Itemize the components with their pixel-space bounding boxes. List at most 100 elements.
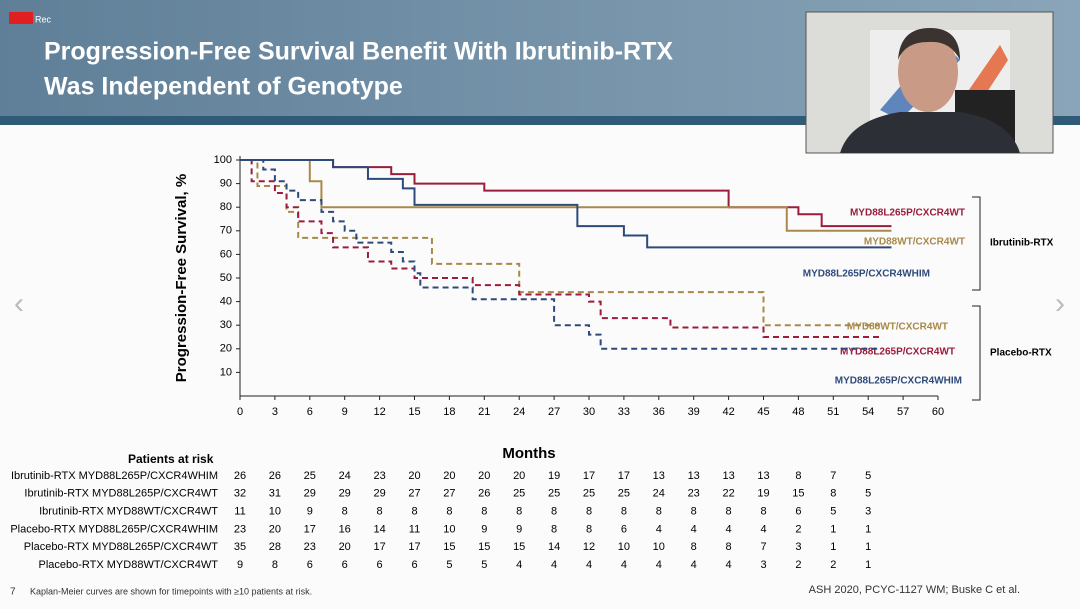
y-tick-label: 60 [220, 248, 232, 260]
risk-value: 15 [478, 541, 490, 553]
risk-value: 4 [516, 559, 522, 571]
risk-value: 4 [551, 559, 557, 571]
risk-value: 8 [760, 506, 766, 518]
risk-value: 4 [691, 523, 697, 535]
risk-value: 17 [408, 541, 420, 553]
risk-value: 4 [760, 523, 766, 535]
risk-value: 13 [688, 470, 700, 482]
risk-value: 1 [865, 541, 871, 553]
citation: ASH 2020, PCYC-1127 WM; Buske C et al. [809, 584, 1020, 596]
risk-value: 9 [516, 523, 522, 535]
risk-value: 23 [688, 488, 700, 500]
risk-value: 15 [513, 541, 525, 553]
risk-value: 9 [481, 523, 487, 535]
x-tick-label: 45 [757, 406, 769, 418]
risk-value: 11 [409, 523, 420, 535]
risk-value: 29 [304, 488, 316, 500]
risk-row-label: Placebo-RTX MYD88L265P/CXCR4WHIM [10, 523, 218, 535]
risk-value: 8 [726, 541, 732, 553]
risk-row-label: Ibrutinib-RTX MYD88L265P/CXCR4WT [24, 488, 218, 500]
x-tick-label: 36 [653, 406, 665, 418]
risk-value: 6 [621, 523, 627, 535]
km-curve [240, 159, 892, 232]
risk-value: 20 [269, 523, 281, 535]
risk-value: 8 [586, 506, 592, 518]
group-label: Placebo-RTX [990, 348, 1052, 359]
km-curve [240, 159, 892, 249]
risk-value: 8 [516, 506, 522, 518]
slide-title: Progression-Free Survival Benefit With I… [44, 38, 673, 66]
x-tick-label: 39 [688, 406, 700, 418]
risk-value: 8 [377, 506, 383, 518]
risk-value: 10 [443, 523, 455, 535]
x-tick-label: 51 [827, 406, 839, 418]
risk-value: 25 [304, 470, 316, 482]
header-stripe [0, 116, 1080, 125]
x-tick-label: 6 [307, 406, 313, 418]
risk-value: 25 [548, 488, 560, 500]
risk-value: 16 [339, 523, 351, 535]
legend-label: MYD88WT/CXCR4WT [847, 322, 948, 333]
risk-value: 20 [443, 470, 455, 482]
risk-value: 20 [478, 470, 490, 482]
risk-value: 12 [583, 541, 595, 553]
risk-value: 19 [757, 488, 769, 500]
risk-value: 25 [513, 488, 525, 500]
risk-value: 9 [237, 559, 243, 571]
risk-value: 5 [865, 488, 871, 500]
risk-value: 8 [656, 506, 662, 518]
risk-title: Patients at risk [128, 452, 214, 466]
risk-value: 14 [548, 541, 560, 553]
y-tick-label: 90 [220, 178, 232, 190]
risk-value: 5 [865, 470, 871, 482]
risk-value: 14 [373, 523, 385, 535]
legend-label: MYD88L265P/CXCR4WT [840, 347, 955, 358]
risk-value: 13 [757, 470, 769, 482]
risk-value: 6 [307, 559, 313, 571]
risk-value: 20 [339, 541, 351, 553]
risk-value: 6 [377, 559, 383, 571]
y-axis-label: Progression-Free Survival, % [173, 174, 190, 382]
slide-title: Was Independent of Genotype [44, 73, 403, 101]
risk-value: 10 [269, 506, 281, 518]
risk-value: 4 [726, 523, 732, 535]
risk-value: 1 [830, 523, 836, 535]
risk-value: 23 [234, 523, 246, 535]
x-tick-label: 48 [792, 406, 804, 418]
risk-value: 8 [481, 506, 487, 518]
risk-value: 31 [269, 488, 281, 500]
webcam [805, 11, 1054, 154]
group-bracket [972, 196, 981, 291]
risk-value: 26 [478, 488, 490, 500]
risk-value: 8 [621, 506, 627, 518]
risk-value: 1 [865, 523, 871, 535]
x-tick-label: 15 [408, 406, 420, 418]
risk-value: 4 [621, 559, 627, 571]
rec-label: Rec [35, 14, 52, 24]
risk-value: 6 [795, 506, 801, 518]
risk-value: 2 [795, 523, 801, 535]
risk-value: 11 [234, 506, 245, 518]
x-tick-label: 24 [513, 406, 525, 418]
km-curve [240, 159, 880, 350]
risk-value: 23 [304, 541, 316, 553]
risk-value: 19 [548, 470, 560, 482]
x-tick-label: 33 [618, 406, 630, 418]
x-tick-label: 0 [237, 406, 243, 418]
risk-value: 3 [795, 541, 801, 553]
risk-value: 10 [653, 541, 665, 553]
y-tick-label: 70 [220, 225, 232, 237]
risk-value: 4 [656, 523, 662, 535]
risk-value: 4 [691, 559, 697, 571]
legend-label: MYD88L265P/CXCR4WT [850, 208, 965, 219]
prev-arrow[interactable]: ‹ [14, 287, 24, 320]
km-curve [240, 159, 880, 338]
risk-value: 22 [722, 488, 734, 500]
y-tick-label: 80 [220, 201, 232, 213]
next-arrow[interactable]: › [1055, 287, 1065, 320]
risk-value: 8 [342, 506, 348, 518]
risk-value: 20 [408, 470, 420, 482]
risk-value: 27 [408, 488, 420, 500]
risk-value: 6 [411, 559, 417, 571]
